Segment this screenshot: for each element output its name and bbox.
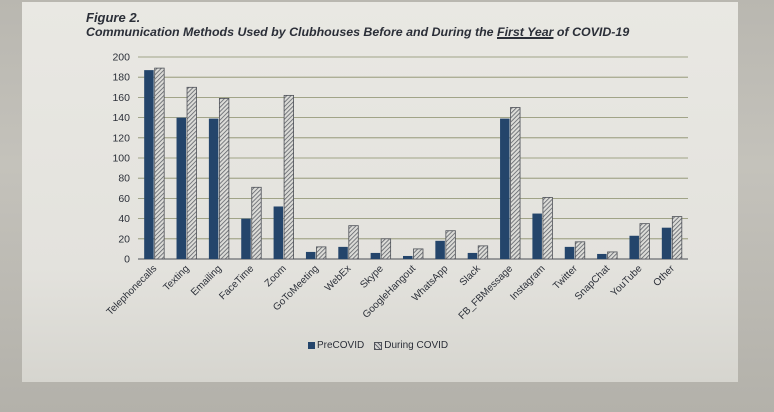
- x-tick-label: Zoom: [263, 263, 289, 289]
- y-tick-label: 100: [112, 153, 130, 165]
- legend: PreCOVID During COVID: [308, 340, 448, 351]
- y-tick-label: 40: [118, 213, 130, 225]
- bar-precovid: [403, 255, 413, 259]
- legend-swatch-during: [374, 341, 383, 350]
- bar-during-covid: [574, 241, 586, 260]
- bar-layer: [144, 67, 683, 260]
- y-tick-label: 20: [118, 233, 130, 245]
- bar-precovid: [144, 70, 154, 259]
- x-tick-label: YouTube: [609, 263, 645, 299]
- y-tick-label: 120: [112, 132, 130, 144]
- bar-during-covid: [413, 248, 424, 260]
- bar-precovid: [241, 218, 251, 259]
- legend-label-during: During COVID: [384, 340, 449, 351]
- legend-item-during: During COVID: [374, 340, 448, 351]
- bar-precovid: [338, 246, 348, 259]
- y-tick-label: 160: [112, 92, 130, 104]
- bar-precovid: [305, 251, 316, 259]
- bar-precovid: [597, 253, 607, 259]
- bar-precovid: [564, 246, 575, 259]
- x-tick-label: Other: [651, 263, 677, 289]
- bar-during-covid: [477, 245, 489, 260]
- x-tick-label: SnapChat: [573, 263, 612, 302]
- bar-during-covid: [283, 94, 294, 260]
- x-tick-label: Instagram: [508, 263, 547, 302]
- bar-during-covid: [154, 67, 165, 260]
- x-tick-label: Skype: [358, 263, 386, 291]
- bar-during-covid: [186, 86, 197, 260]
- x-tick-label: Texting: [161, 263, 191, 293]
- figure-label: Figure 2.: [86, 10, 141, 25]
- bar-precovid: [661, 227, 672, 259]
- bar-during-covid: [639, 223, 650, 260]
- x-tick-label: Twitter: [551, 263, 580, 292]
- bar-precovid: [176, 117, 187, 259]
- bar-during-covid: [316, 246, 327, 260]
- bar-during-covid: [607, 251, 618, 260]
- figure-title-highlight: First Year: [497, 25, 554, 39]
- legend-swatch-pre: [308, 342, 315, 349]
- legend-item-pre: PreCOVID: [308, 340, 364, 351]
- figure-title: Communication Methods Used by Clubhouses…: [86, 25, 629, 39]
- bar-during-covid: [218, 98, 230, 260]
- y-tick-label: 80: [118, 173, 130, 185]
- x-tick-label: WhatsApp: [410, 263, 451, 304]
- bar-during-covid: [542, 196, 553, 260]
- y-tick-label: 60: [118, 193, 130, 205]
- y-tick-label: 180: [112, 72, 130, 84]
- bar-precovid: [467, 252, 478, 259]
- bar-precovid: [629, 235, 639, 259]
- figure-title-end: of COVID-19: [553, 25, 630, 39]
- bar-precovid: [370, 252, 381, 259]
- axis-layer: 0 20 40 60 80 100 120 140 160 180 200: [112, 52, 130, 266]
- bar-during-covid: [445, 230, 456, 260]
- bar-precovid: [208, 118, 219, 259]
- bar-precovid: [435, 240, 445, 259]
- bar-during-covid: [251, 186, 262, 260]
- bar-during-covid: [380, 238, 392, 260]
- bar-during-covid: [671, 216, 683, 260]
- bar-precovid: [500, 118, 510, 259]
- paper-page: [22, 2, 738, 382]
- x-tick-label: Slack: [458, 263, 484, 289]
- y-tick-label: 140: [112, 112, 130, 124]
- bar-precovid: [532, 213, 542, 259]
- y-tick-label: 200: [112, 52, 130, 64]
- grid-layer: [138, 56, 688, 260]
- figure-title-start: Communication Methods Used by Clubhouses…: [86, 25, 497, 39]
- legend-label-pre: PreCOVID: [317, 340, 365, 351]
- bar-during-covid: [510, 107, 521, 260]
- bar-during-covid: [348, 225, 359, 260]
- x-tick-label: Telephonecalls: [105, 263, 160, 318]
- x-tick-label: FaceTime: [217, 263, 256, 302]
- x-tick-label: WebEx: [323, 263, 353, 293]
- bar-precovid: [273, 206, 284, 259]
- y-tick-label: 0: [124, 254, 130, 266]
